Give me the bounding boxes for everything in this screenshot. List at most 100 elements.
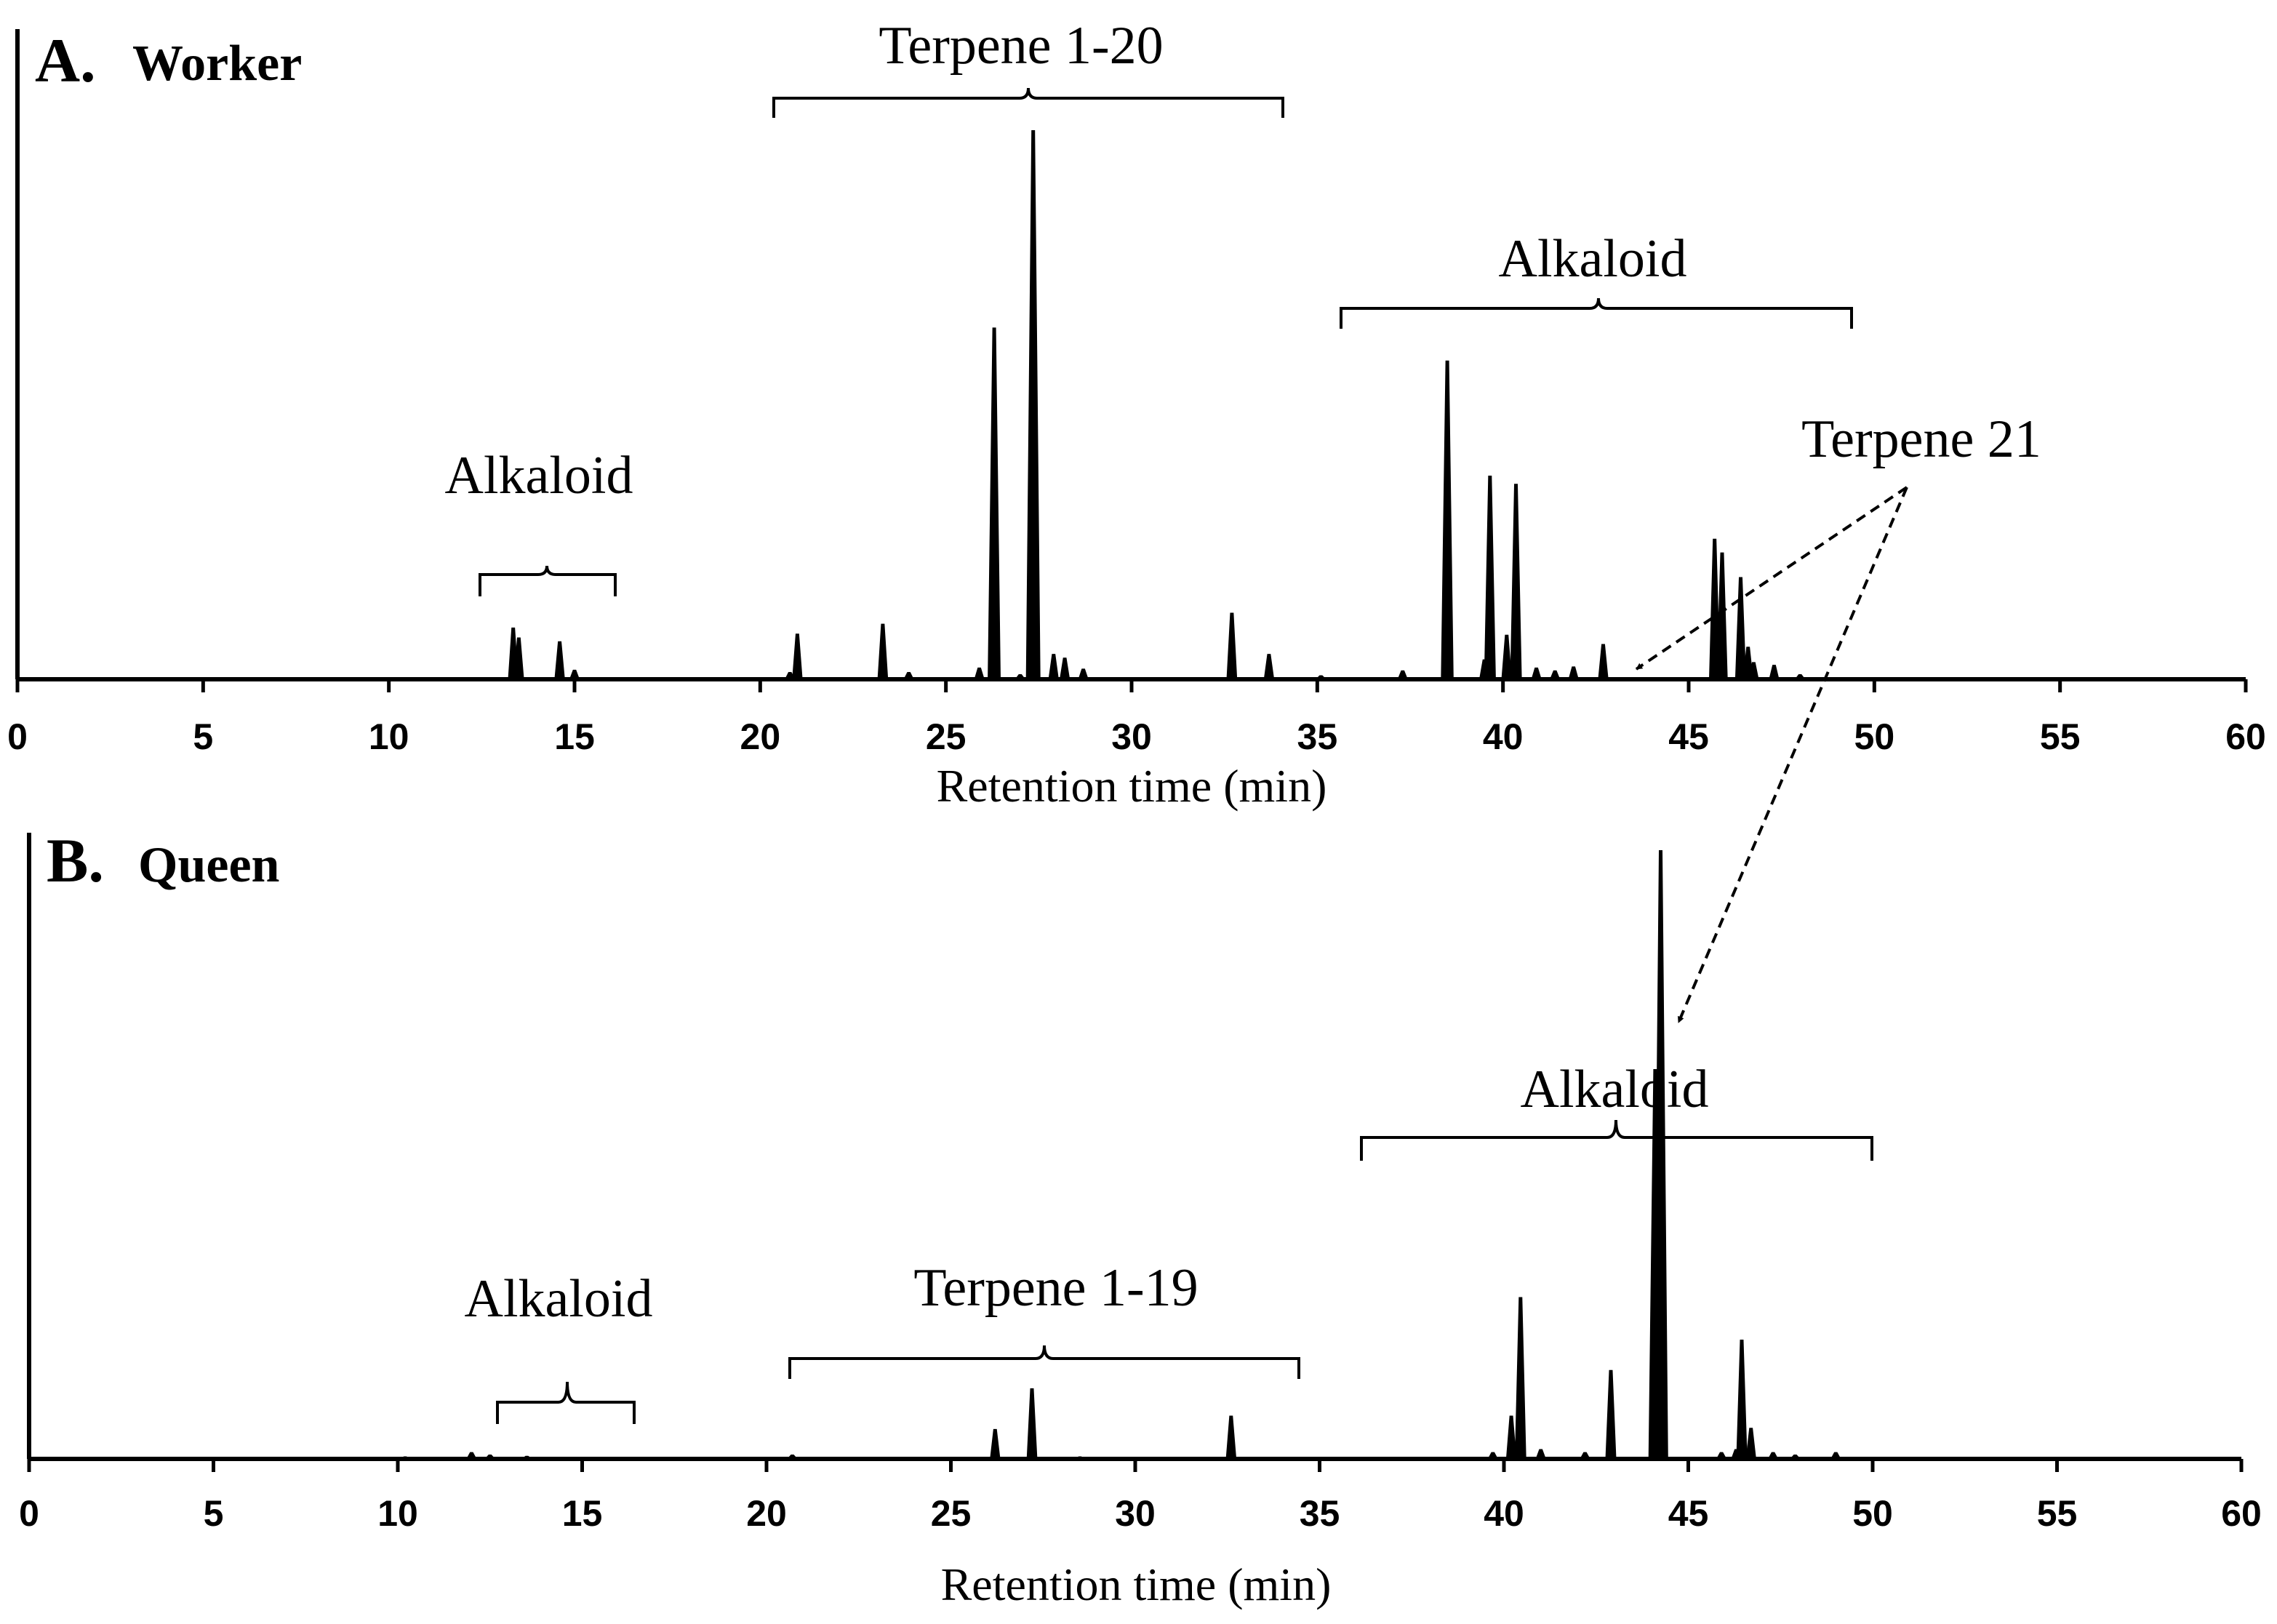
panel-b-trace (398, 850, 1841, 1460)
panel-b-label-alkaloid-1: Alkaloid (465, 1269, 653, 1329)
peak-41.4-min (1549, 670, 1561, 680)
peak-13.5-min (520, 1455, 534, 1460)
x-tick-label-0: 0 (7, 716, 28, 757)
peak-42.7-min (1598, 644, 1609, 680)
x-tick-label-30: 30 (1111, 716, 1152, 757)
peak-46.45-min (1736, 1340, 1748, 1460)
x-tick-label-10: 10 (369, 716, 409, 757)
peak-45.7-min (1708, 538, 1721, 680)
peak-21-min (792, 633, 803, 680)
x-tick-label-50: 50 (1852, 1493, 1893, 1534)
x-tick-label-40: 40 (1484, 1493, 1524, 1534)
peak-13.5-min (513, 637, 524, 680)
peak-45.9-min (1716, 1452, 1727, 1460)
panel-a-bracket-alkaloid-2 (1340, 297, 1853, 329)
peak-26.3-min (988, 327, 1001, 680)
peak-46.75-min (1748, 662, 1759, 680)
peak-24-min (903, 672, 915, 680)
peak-42.2-min (1579, 1452, 1591, 1460)
peak-44.25-min (1653, 850, 1668, 1460)
terpene-21-arrow-a (1635, 486, 1908, 671)
peak-27.2-min (1026, 1388, 1038, 1460)
x-tick-label-20: 20 (740, 716, 781, 757)
peak-28.7-min (1078, 668, 1089, 680)
peak-12-min (465, 1452, 478, 1460)
peak-27.9-min (1048, 654, 1060, 680)
panel-a-label-terpene-1-20: Terpene 1-20 (879, 16, 1163, 76)
peak-39.65-min (1484, 476, 1496, 680)
peak-23.3-min (877, 623, 889, 680)
peak-26.2-min (990, 1428, 1001, 1460)
peak-49-min (1830, 1452, 1841, 1460)
peak-40.45-min (1514, 1297, 1526, 1460)
peak-40.1-min (1501, 634, 1513, 680)
peak-37.3-min (1397, 670, 1409, 680)
x-tick-label-45: 45 (1668, 1493, 1709, 1534)
panel-a-title: Worker (132, 36, 302, 92)
panel-a-bracket-alkaloid-1 (479, 565, 617, 596)
peak-48-min (1794, 674, 1806, 680)
peak-39.7-min (1487, 1452, 1499, 1460)
x-tick-label-15: 15 (554, 716, 595, 757)
x-tick-label-35: 35 (1297, 716, 1338, 757)
peak-33.7-min (1263, 654, 1275, 680)
peak-10.2-min (398, 1456, 410, 1460)
peak-40.2-min (1505, 1415, 1517, 1460)
peak-27-min (1014, 674, 1026, 680)
terpene-21-arrow-b (1677, 487, 1908, 1023)
x-tick-label-30: 30 (1115, 1493, 1156, 1534)
panel-b-label-terpene-1-19: Terpene 1-19 (913, 1258, 1198, 1318)
x-tick-label-60: 60 (2225, 716, 2266, 757)
panel-b-x-ticks (27, 1459, 2244, 1472)
peak-27.35-min (1025, 130, 1041, 680)
panel-b-bracket-alkaloid-1 (496, 1381, 636, 1424)
peak-14.6-min (554, 641, 565, 680)
label-terpene-21: Terpene 21 (1801, 409, 2041, 469)
x-tick-label-5: 5 (204, 1493, 224, 1534)
peak-32.6-min (1225, 1415, 1237, 1460)
x-tick-label-55: 55 (2040, 716, 2081, 757)
panel-b-label-alkaloid-2: Alkaloid (1521, 1060, 1709, 1119)
x-tick-label-5: 5 (193, 716, 213, 757)
peak-20.8-min (784, 672, 796, 680)
panel-b-bracket-terpene (788, 1345, 1300, 1379)
panel-b-letter: B. (47, 825, 104, 895)
panel-a-letter: A. (35, 25, 96, 95)
peak-38.5-min (1441, 360, 1454, 680)
x-tick-label-0: 0 (19, 1493, 39, 1534)
x-tick-label-45: 45 (1668, 716, 1709, 757)
x-tick-label-20: 20 (746, 1493, 787, 1534)
x-tick-label-15: 15 (562, 1493, 603, 1534)
panel-b-x-axis-title: Retention time (min) (941, 1559, 1332, 1610)
panel-a-x-axis-title: Retention time (min) (937, 760, 1327, 812)
peak-41.9-min (1568, 666, 1580, 680)
x-tick-label-60: 60 (2221, 1493, 2262, 1534)
peak-47.9-min (1789, 1455, 1801, 1460)
x-tick-label-10: 10 (377, 1493, 418, 1534)
x-tick-label-25: 25 (926, 716, 967, 757)
peak-35.1-min (1314, 675, 1327, 680)
panel-a-x-ticks (15, 679, 2248, 692)
panel-a-bracket-terpene (772, 87, 1284, 118)
panel-a-label-alkaloid-2: Alkaloid (1499, 229, 1687, 289)
panel-a-trace (508, 130, 1806, 680)
peak-12.5-min (484, 1455, 497, 1460)
peak-45.9-min (1716, 552, 1728, 680)
peak-20.7-min (786, 1455, 799, 1460)
peak-46.4-min (1734, 577, 1747, 680)
panel-b-title: Queen (138, 837, 279, 893)
peak-32.7-min (1226, 612, 1238, 680)
panel-a-worker: A. Worker 0 5 10 15 20 25 30 35 40 45 50 55 60 Reten… (7, 16, 2266, 1023)
panel-a-label-alkaloid-1: Alkaloid (445, 446, 633, 505)
x-tick-label-25: 25 (931, 1493, 972, 1534)
x-tick-label-50: 50 (1854, 716, 1895, 757)
peak-41-min (1535, 1449, 1547, 1460)
peak-46.7-min (1745, 1428, 1757, 1460)
peak-15-min (569, 669, 580, 680)
panel-a-x-tick-labels: 0 5 10 15 20 25 30 35 40 45 50 55 60 (7, 716, 2266, 757)
x-tick-label-35: 35 (1300, 1493, 1340, 1534)
peak-42.9-min (1605, 1369, 1617, 1460)
panel-b-x-tick-labels: 0 5 10 15 20 25 30 35 40 45 50 55 60 (19, 1493, 2262, 1534)
peak-28.2-min (1059, 657, 1071, 680)
